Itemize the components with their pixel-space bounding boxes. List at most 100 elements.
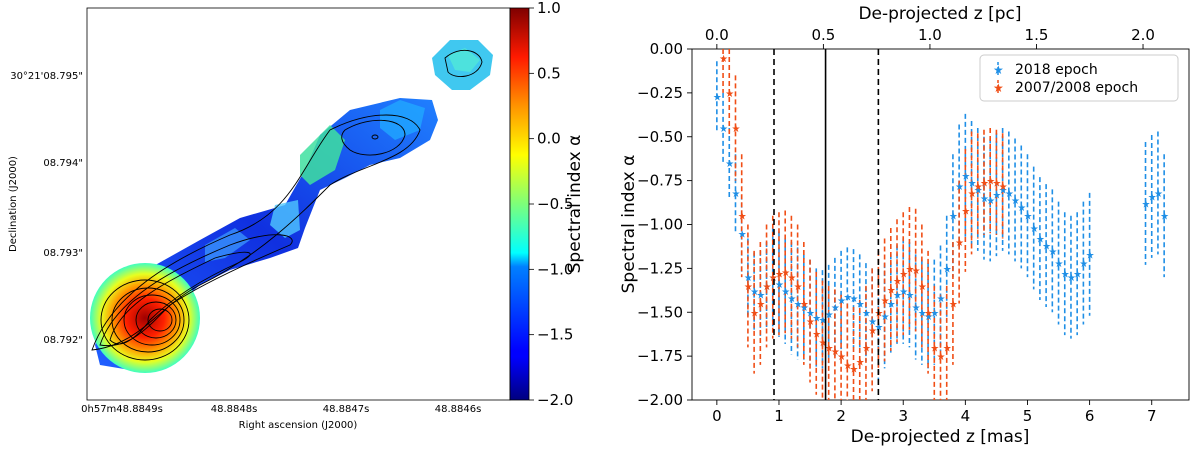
data-point-1: ★ [738, 212, 747, 223]
data-point-0: ★ [1023, 212, 1032, 223]
jet-patch [270, 200, 300, 238]
data-point-1: ★ [843, 361, 852, 372]
data-point-1: ★ [899, 270, 908, 281]
colorbar-tick-label: −1.5 [537, 326, 573, 344]
legend-item-2007: ★ 2007/2008 epoch [993, 80, 1138, 96]
legend-2007-label: 2007/2008 epoch [1015, 80, 1138, 96]
x-tick-label: 2 [836, 407, 846, 425]
x-tick-label: 1 [774, 407, 784, 425]
data-point-0: ★ [1011, 196, 1020, 207]
data-point-0: ★ [1142, 199, 1151, 210]
data-point-0: ★ [1086, 250, 1095, 261]
data-point-0: ★ [806, 308, 815, 319]
data-point-1: ★ [955, 238, 964, 249]
y-tick-label: −1.50 [637, 303, 683, 321]
data-point-1: ★ [949, 299, 958, 310]
core-emission [90, 263, 200, 373]
y-axis-label: Spectral index α [619, 155, 639, 294]
data-point-0: ★ [1036, 235, 1045, 246]
data-point-1: ★ [999, 182, 1008, 193]
legend-2018-marker: ★ [993, 63, 1004, 77]
data-point-0: ★ [1005, 189, 1014, 200]
colorbar-tick-label: −2.0 [537, 391, 573, 409]
colorbar: 1.0 0.5 0.0 −0.5 −1.0 −1.5 −2.0 Spectral index… [509, 0, 585, 409]
reference-lines [773, 49, 880, 400]
y-tick-label: −0.50 [637, 128, 683, 146]
data-point-1: ★ [794, 282, 803, 293]
data-point-0: ★ [756, 291, 765, 302]
outer-knot-patch [448, 48, 480, 72]
data-point-0: ★ [1055, 259, 1064, 270]
map-x-ticks: 0h57m48.8849s 48.8848s 48.8847s 48.8846s [81, 404, 481, 415]
data-point-1: ★ [831, 347, 840, 358]
map-x-tick-label: 48.8846s [435, 404, 482, 415]
data-point-0: ★ [843, 292, 852, 303]
data-point-0: ★ [893, 291, 902, 302]
data-point-0: ★ [943, 264, 952, 275]
data-point-0: ★ [1061, 270, 1070, 281]
jet-emission [95, 98, 438, 370]
data-point-0: ★ [775, 280, 784, 291]
data-point-0: ★ [744, 273, 753, 284]
data-point-0: ★ [874, 322, 883, 333]
data-point-0: ★ [787, 294, 796, 305]
data-point-0: ★ [899, 287, 908, 298]
data-point-1: ★ [850, 364, 859, 375]
y-axis-ticks: 0.00 −0.25 −0.50 −0.75 −1.00 −1.25 −1.50 −1.75 −… [637, 40, 692, 409]
data-point-0: ★ [968, 178, 977, 189]
jet-patch [380, 100, 425, 140]
map-x-tick-label: 0h57m48.8849s [81, 404, 163, 415]
map-x-tick-label: 48.8847s [323, 404, 370, 415]
top-axis-ticks: 0.00.51.01.52.02.5 [705, 26, 1155, 49]
data-point-1: ★ [968, 189, 977, 200]
data-point-0: ★ [1079, 259, 1088, 270]
data-point-0: ★ [924, 312, 933, 323]
data-point-1: ★ [837, 352, 846, 363]
top-axis-label: De-projected z [pc] [858, 4, 1021, 24]
data-point-0: ★ [812, 314, 821, 325]
colorbar-gradient [509, 7, 530, 401]
data-point-1: ★ [868, 326, 877, 337]
data-point-1: ★ [986, 177, 995, 188]
colorbar-ticks: 1.0 0.5 0.0 −0.5 −1.0 −1.5 −2.0 [529, 0, 573, 409]
x-tick-label: 4 [961, 407, 971, 425]
data-point-1: ★ [812, 329, 821, 340]
data-point-0: ★ [881, 312, 890, 323]
data-point-1: ★ [787, 273, 796, 284]
data-point-1: ★ [719, 54, 728, 65]
data-point-1: ★ [744, 282, 753, 293]
data-point-0: ★ [825, 310, 834, 321]
data-point-0: ★ [731, 189, 740, 200]
data-point-1: ★ [781, 268, 790, 279]
data-point-0: ★ [769, 273, 778, 284]
y-tick-label: −1.75 [637, 347, 683, 365]
top-tick-label: 2.0 [1131, 26, 1155, 44]
data-point-1: ★ [763, 282, 772, 293]
top-tick-label: 0.5 [811, 26, 835, 44]
data-point-1: ★ [912, 266, 921, 277]
colorbar-tick-label: 0.0 [537, 130, 561, 148]
map-y-tick-label: 08.794" [43, 158, 83, 169]
data-point-0: ★ [1073, 270, 1082, 281]
data-point-0: ★ [868, 317, 877, 328]
x-tick-label: 3 [898, 407, 908, 425]
data-point-0: ★ [794, 299, 803, 310]
legend-2018-label: 2018 epoch [1015, 62, 1098, 78]
data-point-0: ★ [912, 303, 921, 314]
data-point-1: ★ [769, 273, 778, 284]
top-tick-label: 1.0 [918, 26, 942, 44]
data-point-0: ★ [1048, 247, 1057, 258]
data-point-0: ★ [986, 196, 995, 207]
intensity-contours [91, 49, 483, 361]
data-point-0: ★ [1042, 242, 1051, 253]
data-point-0: ★ [862, 308, 871, 319]
data-point-0: ★ [1160, 212, 1169, 223]
data-point-1: ★ [818, 338, 827, 349]
map-x-tick-label: 48.8848s [211, 404, 258, 415]
data-point-0: ★ [918, 308, 927, 319]
data-point-0: ★ [837, 296, 846, 307]
data-point-0: ★ [1148, 192, 1157, 203]
data-point-0: ★ [999, 185, 1008, 196]
legend-item-2018: ★ 2018 epoch [993, 62, 1098, 78]
